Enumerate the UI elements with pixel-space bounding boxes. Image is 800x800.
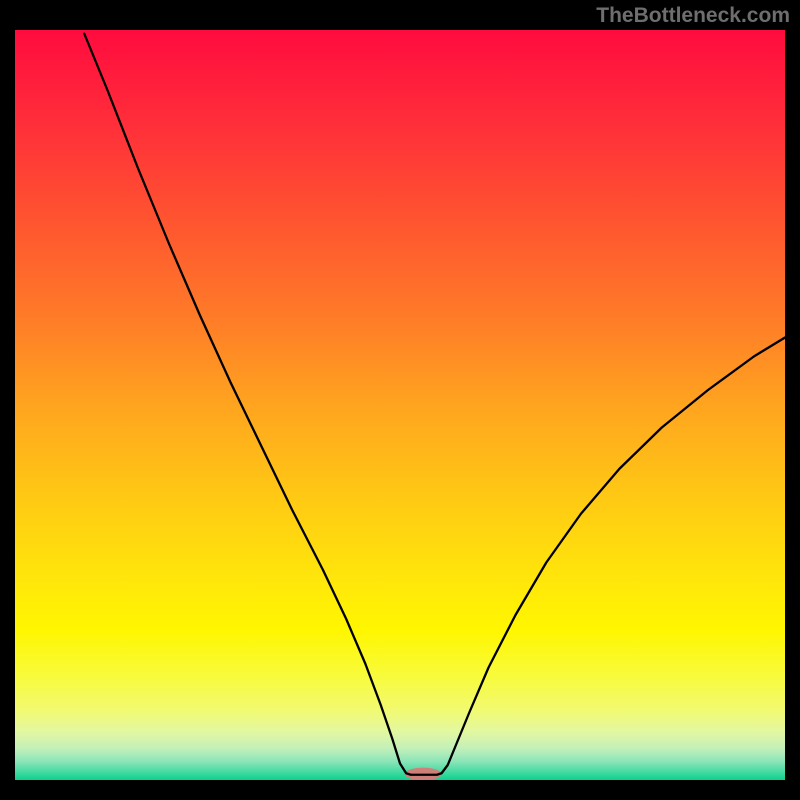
watermark-text: TheBottleneck.com xyxy=(596,4,790,28)
chart-container: TheBottleneck.com xyxy=(0,0,800,800)
plot-svg xyxy=(15,30,785,780)
plot-area xyxy=(15,30,785,780)
gradient-background xyxy=(15,30,785,780)
